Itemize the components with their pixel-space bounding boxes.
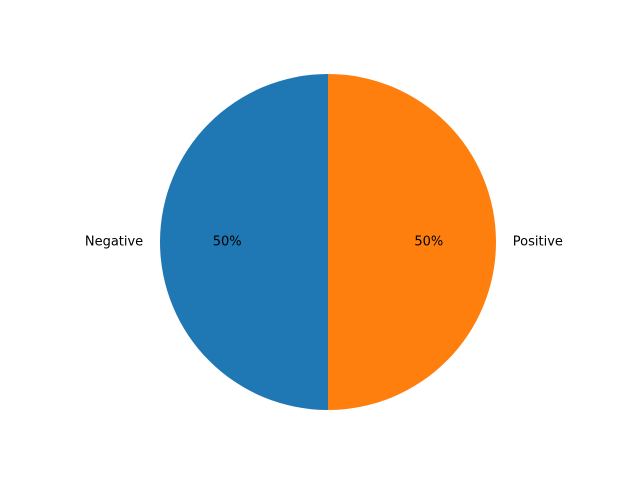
slice-label-negative: Negative [85,235,143,250]
pie-slice-negative [160,74,328,410]
slice-label-positive: Positive [513,235,563,250]
percent-label-negative: 50% [213,235,242,250]
pie-labels: Negative 50% Positive 50% [85,235,563,250]
pie-slices [160,74,496,410]
pie-slice-positive [328,74,496,410]
percent-label-positive: 50% [414,235,443,250]
